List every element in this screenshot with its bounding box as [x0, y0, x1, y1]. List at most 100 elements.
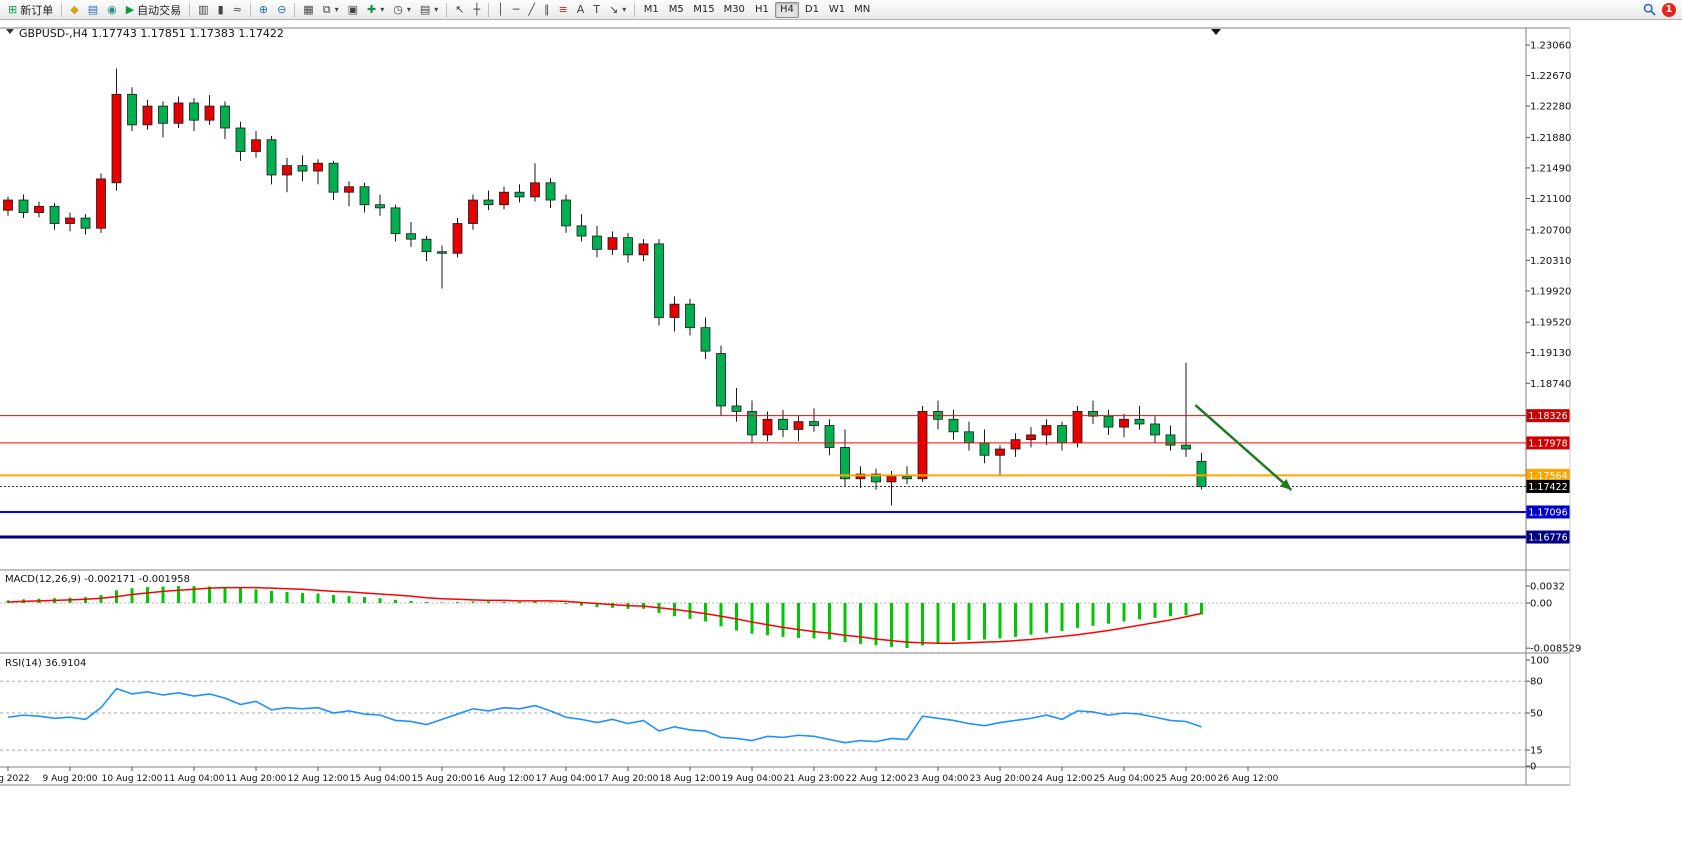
tile-windows-button[interactable]: ▦ — [299, 1, 317, 19]
price-badge[interactable] — [1526, 468, 1570, 482]
timeframe-h4-button[interactable]: H4 — [774, 1, 799, 18]
fibonacci-tool-button[interactable]: ≡ — [554, 1, 571, 19]
svg-text:10 Aug 12:00: 10 Aug 12:00 — [102, 774, 163, 784]
svg-text:1.20310: 1.20310 — [1530, 256, 1571, 267]
vertical-line-tool-button[interactable]: │ — [493, 1, 508, 19]
notification-badge[interactable]: 1 — [1662, 2, 1676, 17]
svg-text:11 Aug 04:00: 11 Aug 04:00 — [164, 774, 225, 784]
arrange-icon: ▣ — [347, 3, 358, 16]
svg-text:1.17422: 1.17422 — [1528, 482, 1567, 493]
crosshair-tool-button[interactable]: ┼ — [469, 1, 484, 19]
timeframe-h1-button[interactable]: H1 — [750, 2, 774, 18]
svg-text:24 Aug 12:00: 24 Aug 12:00 — [1032, 774, 1093, 784]
tile-windows-icon: ▦ — [303, 3, 314, 16]
rsi-line — [7, 687, 1202, 744]
price-badge[interactable] — [1526, 505, 1570, 519]
symbol-dropdown-icon[interactable] — [6, 29, 14, 34]
svg-text:15: 15 — [1530, 746, 1543, 757]
arrange-windows-button[interactable]: ▣ — [344, 1, 362, 19]
new-order-button[interactable]: ⊞ 新订单 — [4, 1, 57, 19]
macd-label: MACD(12,26,9) -0.002171 -0.001958 — [5, 574, 190, 585]
chart-area[interactable]: 1.23060 1.22670 1.22280 1.21880 1.21490 1.211… — [0, 20, 1682, 841]
svg-text:21 Aug 23:00: 21 Aug 23:00 — [784, 774, 845, 784]
periods-button[interactable]: ◷ ▾ — [389, 1, 415, 19]
new-chart-button[interactable]: ✚ ▾ — [363, 1, 388, 19]
timeframe-m5-button[interactable]: M5 — [664, 2, 688, 18]
search-icon[interactable] — [1643, 3, 1656, 16]
crosshair-icon: ┼ — [473, 3, 481, 16]
text-tool-button[interactable]: A — [573, 1, 589, 19]
templates-button[interactable]: ▤ ▾ — [416, 1, 442, 19]
data-window-icon: ◉ — [107, 3, 117, 16]
horizontal-line-icon: ─ — [512, 3, 520, 16]
timeframe-mn-button[interactable]: MN — [850, 2, 874, 18]
price-badge[interactable] — [1526, 436, 1570, 450]
market-watch-button[interactable]: ▤ — [84, 1, 102, 19]
autotrade-button[interactable]: ▶ 自动交易 — [122, 1, 185, 19]
panel-frame — [0, 27, 1571, 786]
zoom-out-button[interactable]: ⊖ — [273, 1, 290, 19]
svg-text:1.20700: 1.20700 — [1530, 225, 1571, 236]
svg-text:25 Aug 20:00: 25 Aug 20:00 — [1156, 774, 1217, 784]
svg-text:1.19920: 1.19920 — [1530, 286, 1571, 297]
fibonacci-icon: ≡ — [558, 3, 568, 16]
dropdown-caret-icon: ▾ — [380, 5, 385, 14]
price-badge[interactable] — [1526, 409, 1570, 423]
svg-text:19 Aug 04:00: 19 Aug 04:00 — [722, 774, 783, 784]
data-window-button[interactable]: ◉ — [103, 1, 121, 19]
svg-text:1.22280: 1.22280 — [1530, 102, 1571, 113]
rsi-panel: 100 80 50 15 0 — [0, 656, 1549, 773]
svg-text:1.21880: 1.21880 — [1530, 133, 1571, 144]
svg-text:1.19520: 1.19520 — [1530, 318, 1571, 329]
trendline-tool-button[interactable]: ╱ — [524, 1, 539, 19]
svg-text:1.19130: 1.19130 — [1530, 348, 1571, 359]
plot-layer: 1.23060 1.22670 1.22280 1.21880 1.21490 1.211… — [0, 27, 1581, 786]
timeframe-w1-button[interactable]: W1 — [825, 2, 849, 18]
chart-bars-button[interactable]: ▥ — [194, 1, 212, 19]
price-axis[interactable]: 1.23060 1.22670 1.22280 1.21880 1.21490 1.211… — [1526, 41, 1571, 390]
trend-arrow[interactable] — [1194, 404, 1293, 491]
cascade-windows-button[interactable]: ⧉ ▾ — [319, 1, 343, 19]
svg-text:26 Aug 12:00: 26 Aug 12:00 — [1218, 774, 1279, 784]
channel-icon: ∥ — [543, 3, 550, 16]
new-order-icon: ⊞ — [8, 3, 18, 16]
price-badge[interactable] — [1526, 530, 1570, 544]
cursor-icon: ↖ — [455, 3, 465, 16]
new-chart-icon: ✚ — [366, 3, 377, 16]
price-badge[interactable] — [1526, 479, 1570, 493]
timeframe-d1-button[interactable]: D1 — [800, 2, 824, 18]
arrows-tool-button[interactable]: ↘ ▾ — [605, 1, 630, 19]
text-icon: A — [576, 3, 585, 16]
toolbar-separator — [634, 2, 636, 17]
chart-line-button[interactable]: ≈ — [229, 1, 246, 19]
svg-text:80: 80 — [1530, 677, 1543, 688]
chart-shift-marker[interactable] — [1211, 29, 1221, 35]
svg-text:0: 0 — [1530, 762, 1536, 773]
timeframe-m1-button[interactable]: M1 — [639, 2, 663, 18]
channel-tool-button[interactable]: ∥ — [540, 1, 554, 19]
dropdown-caret-icon: ▾ — [434, 5, 439, 14]
profiles-icon: ◆ — [70, 3, 79, 16]
cursor-tool-button[interactable]: ↖ — [451, 1, 468, 19]
timeframe-m30-button[interactable]: M30 — [720, 2, 749, 18]
zoom-in-button[interactable]: ⊕ — [255, 1, 272, 19]
svg-text:25 Aug 04:00: 25 Aug 04:00 — [1094, 774, 1155, 784]
svg-text:18 Aug 12:00: 18 Aug 12:00 — [660, 774, 721, 784]
trendline-icon: ╱ — [528, 3, 535, 16]
profiles-button[interactable]: ◆ — [66, 1, 82, 19]
rsi-label: RSI(14) 36.9104 — [5, 658, 86, 669]
toolbar-separator — [249, 2, 251, 17]
text-label-tool-button[interactable]: T — [589, 1, 604, 19]
new-order-label: 新订单 — [20, 3, 54, 17]
timeframe-m15-button[interactable]: M15 — [689, 2, 718, 18]
toolbar-separator — [294, 2, 296, 17]
svg-text:23 Aug 04:00: 23 Aug 04:00 — [908, 774, 969, 784]
macd-signal-line — [7, 586, 1202, 644]
chart-candles-button[interactable]: ▮ — [214, 1, 228, 19]
autotrade-label: 自动交易 — [137, 3, 182, 17]
horizontal-line-tool-button[interactable]: ─ — [509, 1, 524, 19]
dropdown-caret-icon: ▾ — [334, 5, 339, 14]
market-watch-icon: ▤ — [87, 3, 99, 16]
